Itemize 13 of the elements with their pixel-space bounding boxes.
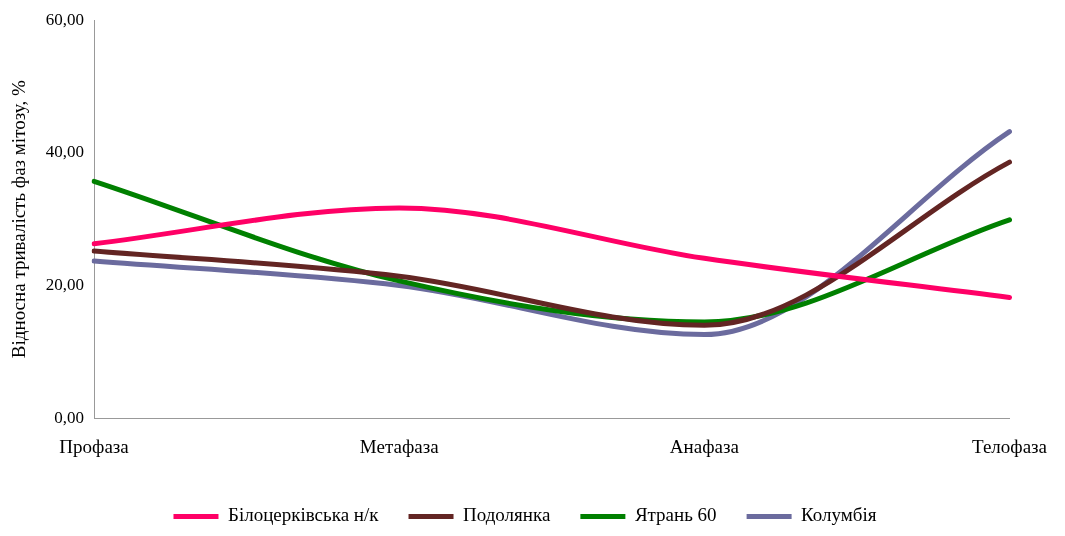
- x-tick-label: Анафаза: [669, 435, 740, 457]
- legend-label: Ятрань 60: [634, 504, 717, 526]
- legend-label: Білоцерківська н/к: [227, 504, 380, 526]
- y-tick-label: 60,00: [45, 9, 85, 29]
- legend-label: Подолянка: [463, 504, 551, 526]
- y-tick-label: 20,00: [45, 275, 85, 294]
- x-tick-label: Метафаза: [359, 435, 440, 457]
- x-tick-label: Телофаза: [972, 435, 1048, 457]
- y-axis-title: Відносна тривалість фаз мітозу, %: [8, 80, 30, 359]
- y-tick-label: 40,00: [45, 142, 85, 162]
- x-tick-label: Профаза: [59, 435, 130, 457]
- legend-label: Колумбія: [801, 504, 877, 526]
- y-tick-label: 0,00: [54, 407, 85, 427]
